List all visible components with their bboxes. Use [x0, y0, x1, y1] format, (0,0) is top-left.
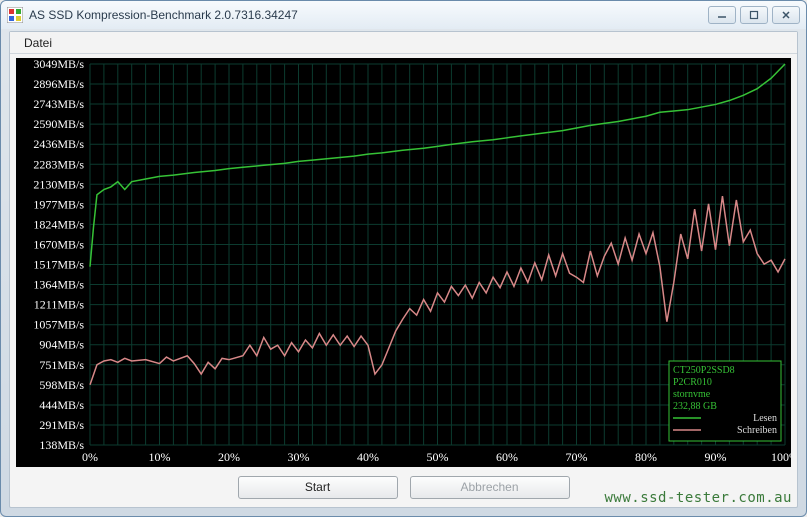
svg-text:444MB/s: 444MB/s	[39, 398, 84, 412]
svg-text:1824MB/s: 1824MB/s	[33, 217, 84, 231]
svg-text:30%: 30%	[288, 450, 310, 464]
svg-text:50%: 50%	[427, 450, 449, 464]
svg-text:291MB/s: 291MB/s	[39, 418, 84, 432]
window-controls	[708, 6, 800, 24]
svg-text:1670MB/s: 1670MB/s	[33, 237, 84, 251]
svg-text:90%: 90%	[705, 450, 727, 464]
menu-datei[interactable]: Datei	[18, 34, 58, 52]
svg-text:2283MB/s: 2283MB/s	[33, 157, 84, 171]
chart-area: 138MB/s 291MB/s 444MB/s 598MB/s 751MB/s 904MB…	[16, 58, 791, 467]
minimize-button[interactable]	[708, 6, 736, 24]
svg-text:stornvme: stornvme	[673, 389, 711, 400]
svg-text:1364MB/s: 1364MB/s	[33, 278, 84, 292]
svg-text:1057MB/s: 1057MB/s	[33, 318, 84, 332]
svg-text:80%: 80%	[635, 450, 657, 464]
start-button[interactable]: Start	[238, 476, 398, 499]
menubar: Datei	[10, 32, 797, 54]
button-row: Start Abbrechen	[10, 473, 797, 501]
svg-text:2130MB/s: 2130MB/s	[33, 177, 84, 191]
svg-text:598MB/s: 598MB/s	[39, 378, 84, 392]
svg-text:Schreiben: Schreiben	[737, 425, 777, 436]
svg-text:2590MB/s: 2590MB/s	[33, 117, 84, 131]
maximize-button[interactable]	[740, 6, 768, 24]
svg-text:232,88 GB: 232,88 GB	[673, 401, 717, 412]
svg-text:Lesen: Lesen	[753, 413, 777, 424]
svg-text:P2CR010: P2CR010	[673, 377, 712, 388]
close-button[interactable]	[772, 6, 800, 24]
svg-text:10%: 10%	[149, 450, 171, 464]
titlebar[interactable]: AS SSD Kompression-Benchmark 2.0.7316.34…	[1, 1, 806, 29]
window-title: AS SSD Kompression-Benchmark 2.0.7316.34…	[29, 8, 298, 22]
svg-text:40%: 40%	[357, 450, 379, 464]
cancel-button[interactable]: Abbrechen	[410, 476, 570, 499]
svg-text:1211MB/s: 1211MB/s	[34, 298, 85, 312]
svg-text:751MB/s: 751MB/s	[39, 358, 84, 372]
svg-text:0%: 0%	[82, 450, 98, 464]
svg-text:904MB/s: 904MB/s	[39, 338, 84, 352]
svg-text:1977MB/s: 1977MB/s	[33, 197, 84, 211]
svg-text:20%: 20%	[218, 450, 240, 464]
client-area: Datei 138MB/s 291MB/s 444MB/s 598MB/s 751MB/…	[9, 31, 798, 508]
svg-text:CT250P2SSD8: CT250P2SSD8	[673, 365, 735, 376]
svg-text:2436MB/s: 2436MB/s	[33, 137, 84, 151]
svg-text:1517MB/s: 1517MB/s	[33, 258, 84, 272]
svg-text:138MB/s: 138MB/s	[39, 438, 84, 452]
svg-text:2743MB/s: 2743MB/s	[33, 97, 84, 111]
benchmark-chart: 138MB/s 291MB/s 444MB/s 598MB/s 751MB/s 904MB…	[16, 58, 791, 467]
svg-text:60%: 60%	[496, 450, 518, 464]
svg-text:2896MB/s: 2896MB/s	[33, 77, 84, 91]
svg-text:100%: 100%	[771, 450, 791, 464]
app-window: AS SSD Kompression-Benchmark 2.0.7316.34…	[0, 0, 807, 517]
svg-text:3049MB/s: 3049MB/s	[33, 58, 84, 71]
svg-text:70%: 70%	[566, 450, 588, 464]
app-icon	[7, 7, 23, 23]
